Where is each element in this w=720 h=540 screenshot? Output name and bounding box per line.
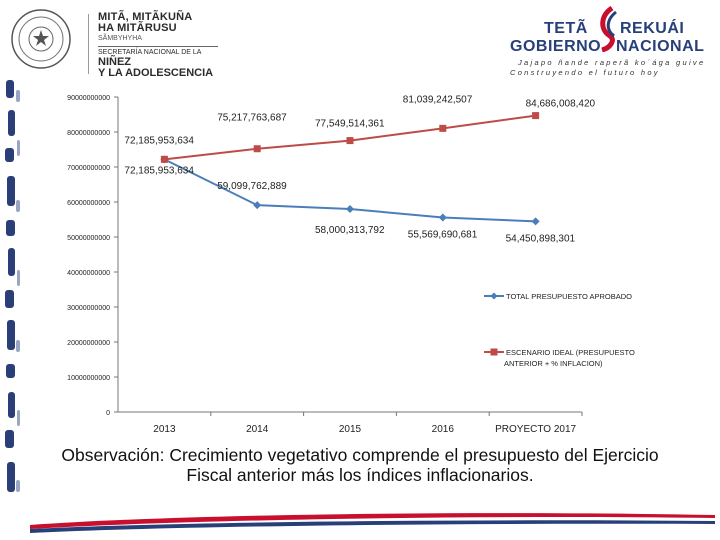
ministry-line-1: MITÃ, MITÃKUÑA	[98, 11, 193, 23]
gov-slogan-1: Jajapo ñande raperã ko´ága guive	[518, 58, 706, 67]
decorative-swoosh	[30, 513, 715, 533]
government-logo: TETÃ REKUÁI GOBIERNO NACIONAL Jajapo ñan…	[508, 4, 714, 78]
legend-label-approved: TOTAL PRESUPUESTO APROBADO	[506, 292, 632, 301]
y-tick-label: 70000000000	[67, 165, 110, 172]
secretariat-logo: MITÃ, MITÃKUÑA HA MITÃRUSU SÃMBYHYHA SEC…	[8, 6, 218, 79]
secretariat-name: MITÃ, MITÃKUÑA HA MITÃRUSU SÃMBYHYHA SEC…	[98, 12, 218, 79]
y-tick-label: 20000000000	[67, 340, 110, 347]
legend-label-ideal-line1: ESCENARIO IDEAL (PRESUPUESTO	[506, 348, 635, 357]
data-point-diamond	[531, 217, 540, 226]
gov-title-1a: TETÃ	[544, 20, 588, 37]
y-tick-label: 0	[106, 410, 110, 417]
x-tick-label: 2015	[339, 424, 362, 435]
decorative-stripe	[5, 80, 20, 492]
flag-swoosh-icon	[600, 6, 617, 52]
legend-marker-approved	[490, 292, 498, 300]
x-tick-label: 2014	[246, 424, 269, 435]
y-tick-label: 60000000000	[67, 200, 110, 207]
y-tick-label: 30000000000	[67, 305, 110, 312]
legend-label-ideal-line2: ANTERIOR + % INFLACION)	[504, 359, 603, 368]
x-tick-label: 2016	[432, 424, 455, 435]
republic-seal-icon	[11, 9, 71, 69]
x-tick-label: 2013	[153, 424, 176, 435]
ministry-line-4: SECRETARÍA NACIONAL DE LA	[98, 46, 218, 57]
logo-divider	[88, 14, 89, 74]
data-label: 59,099,762,889	[217, 181, 287, 192]
data-labels: 72,185,953,634 59,099,762,889 58,000,313,7…	[124, 94, 595, 244]
data-label: 75,217,763,687	[217, 113, 287, 124]
ministry-line-2: HA MITÃRUSU	[98, 22, 177, 34]
data-label: 81,039,242,507	[403, 94, 473, 105]
data-point-square	[439, 124, 447, 132]
y-tick-label: 10000000000	[67, 375, 110, 382]
data-point-diamond	[253, 201, 262, 210]
data-label: 58,000,313,792	[315, 225, 385, 236]
y-tick-label: 50000000000	[67, 235, 110, 242]
y-tick-label: 90000000000	[67, 95, 110, 102]
x-tick-label: PROYECTO 2017	[495, 424, 576, 435]
chart-series	[160, 112, 540, 226]
observation-note: Observación: Crecimiento vegetativo comp…	[61, 445, 659, 485]
y-tick-label: 80000000000	[67, 130, 110, 137]
y-tick-label: 40000000000	[67, 270, 110, 277]
chart-axes	[117, 97, 582, 413]
legend-marker-ideal	[490, 348, 498, 356]
y-axis-ticks: 0 10000000000 20000000000 30000000000 400000…	[67, 95, 118, 417]
data-point-diamond	[438, 213, 447, 222]
gov-title-1b: REKUÁI	[620, 20, 685, 37]
data-point-square	[160, 155, 168, 163]
data-label: 72,185,953,634	[124, 165, 194, 176]
data-point-square	[532, 112, 540, 120]
data-label: 72,185,953,634	[124, 135, 194, 146]
chart-legend: TOTAL PRESUPUESTO APROBADO ESCENARIO IDEA…	[484, 292, 635, 368]
gov-title-2b: NACIONAL	[616, 38, 705, 55]
data-label: 84,686,008,420	[526, 99, 596, 110]
data-point-diamond	[346, 204, 354, 213]
data-label: 77,549,514,361	[315, 119, 385, 130]
data-point-square	[346, 137, 354, 145]
ministry-line-5: NIÑEZ	[98, 56, 131, 68]
data-label: 55,569,690,681	[408, 230, 478, 241]
gov-title-2a: GOBIERNO	[510, 38, 602, 55]
gov-slogan-2: Construyendo el futuro hoy	[510, 68, 660, 77]
ministry-line-3: SÃMBYHYHA	[98, 35, 142, 42]
data-label: 54,450,898,301	[506, 233, 576, 244]
x-axis-ticks: 2013 2014 2015 2016 PROYECTO 2017	[153, 412, 583, 435]
ministry-line-6: Y LA ADOLESCENCIA	[98, 67, 214, 79]
data-point-square	[253, 145, 261, 153]
